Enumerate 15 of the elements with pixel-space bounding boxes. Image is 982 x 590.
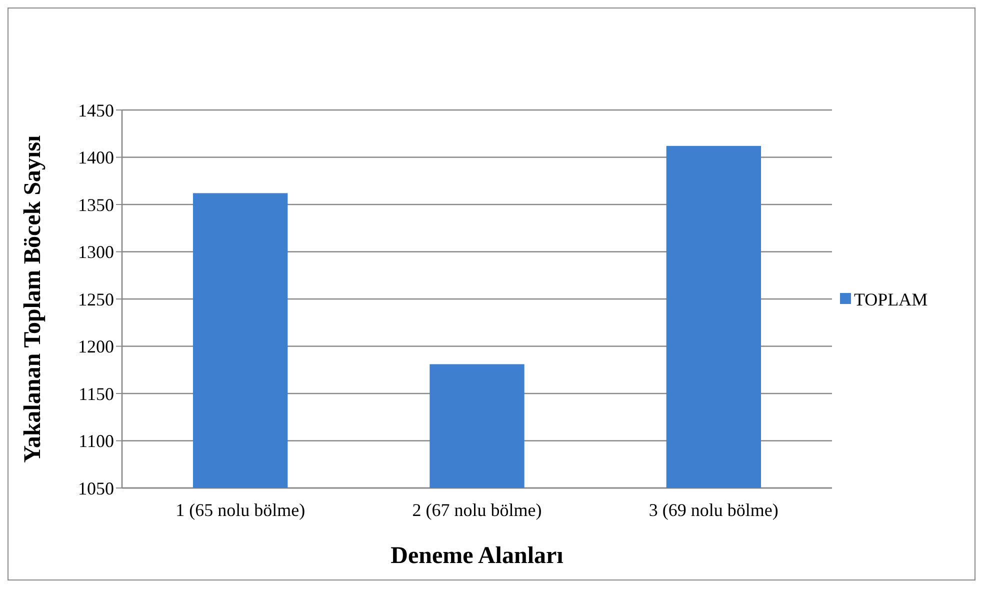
x-axis-title: Deneme Alanları <box>390 543 564 569</box>
x-tick-label: 1 (65 nolu bölme) <box>176 500 306 520</box>
y-tick-label: 1200 <box>78 336 114 357</box>
y-tick-label: 1250 <box>78 289 114 310</box>
y-tick-label: 1050 <box>78 478 114 498</box>
y-axis-title: Yakalanan Toplam Böcek Sayısı <box>20 134 46 463</box>
x-tick-label: 3 (69 nolu bölme) <box>648 500 778 520</box>
y-tick-label: 1300 <box>78 242 114 262</box>
y-tick-label: 1350 <box>78 194 114 215</box>
x-tick-label: 2 (67 nolu bölme) <box>412 500 542 520</box>
y-tick-label: 1400 <box>78 148 114 168</box>
y-tick-label: 1100 <box>78 431 114 452</box>
legend-label: TOPLAM <box>854 289 928 310</box>
y-tick-label: 1150 <box>78 384 114 404</box>
y-tick-label: 1450 <box>78 100 114 120</box>
